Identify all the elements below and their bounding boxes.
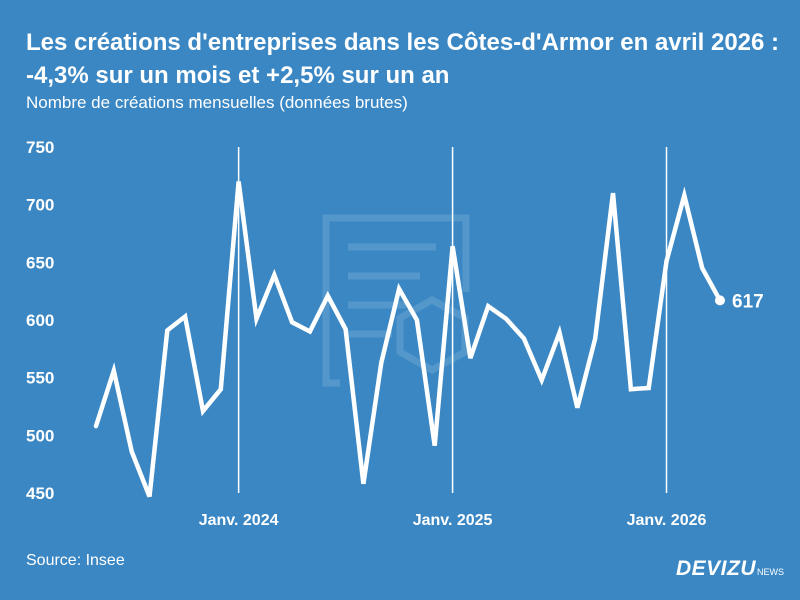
chart-subtitle: Nombre de créations mensuelles (données … xyxy=(26,93,408,112)
last-data-point xyxy=(715,295,725,306)
x-tick-label: Janv. 2026 xyxy=(627,512,707,529)
y-tick-label: 650 xyxy=(26,253,54,272)
source-note: Source: Insee xyxy=(26,552,125,569)
chart-title: Les créations d'entreprises dans les Côt… xyxy=(26,29,780,89)
y-tick-label: 600 xyxy=(26,311,54,330)
brand-name: DEVIZU xyxy=(675,557,756,580)
y-tick-label: 550 xyxy=(26,369,54,388)
y-axis-ticks: 750 700 650 600 550 500 450 xyxy=(26,138,54,503)
y-tick-label: 450 xyxy=(26,484,54,503)
series-line xyxy=(93,181,723,498)
brand-suffix: NEWS xyxy=(757,567,784,577)
x-tick-label: Janv. 2024 xyxy=(199,512,279,529)
y-tick-label: 700 xyxy=(26,196,54,215)
last-value-label: 617 xyxy=(732,291,764,312)
x-axis-ticks: Janv. 2024 Janv. 2025 Janv. 2026 xyxy=(199,512,707,529)
january-gridlines xyxy=(237,147,668,493)
brand-logo: DEVIZUNEWS xyxy=(676,557,784,581)
y-tick-label: 750 xyxy=(26,138,54,157)
y-tick-label: 500 xyxy=(26,426,54,445)
x-tick-label: Janv. 2025 xyxy=(413,512,493,529)
